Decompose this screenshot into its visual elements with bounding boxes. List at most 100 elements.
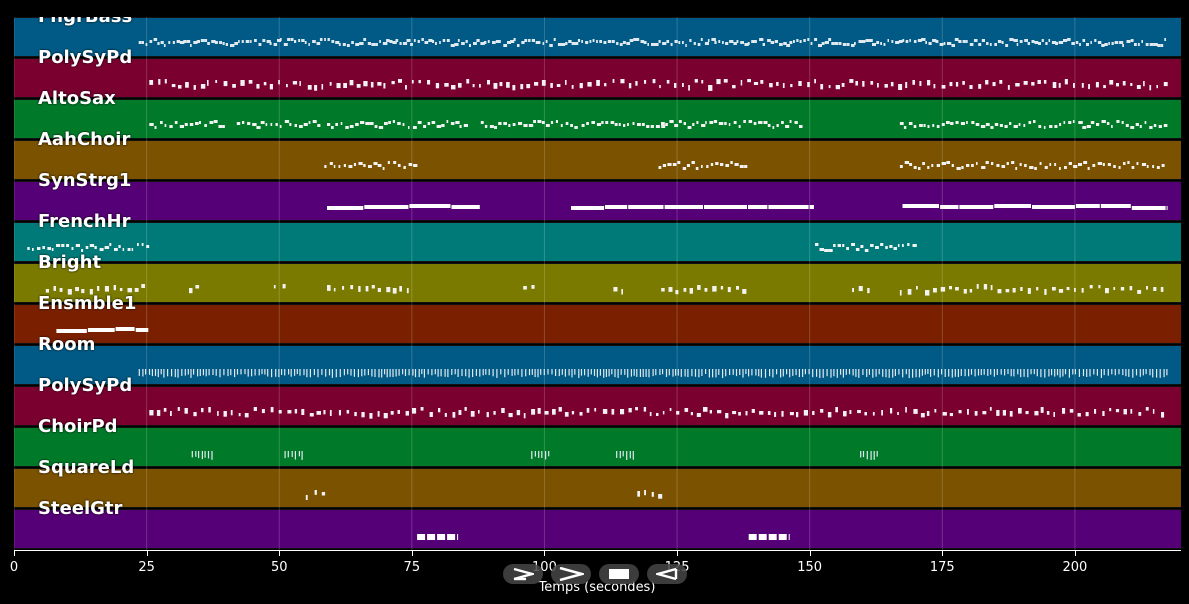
note — [620, 409, 625, 415]
note — [652, 369, 654, 377]
note — [672, 369, 674, 377]
note — [439, 41, 441, 44]
note — [269, 84, 273, 90]
note — [240, 369, 242, 375]
note — [343, 164, 346, 167]
note — [1118, 166, 1121, 169]
stop-button[interactable] — [599, 564, 639, 584]
note — [248, 80, 253, 84]
note — [411, 80, 414, 84]
note — [392, 41, 397, 44]
note — [849, 79, 854, 83]
note — [353, 369, 355, 377]
note — [450, 122, 455, 125]
note — [537, 120, 542, 123]
note — [627, 123, 629, 126]
note — [1096, 369, 1098, 376]
note — [402, 42, 408, 45]
note — [1107, 369, 1109, 376]
note — [725, 413, 729, 419]
note — [851, 243, 855, 246]
note — [672, 163, 677, 166]
rewind-button[interactable] — [647, 564, 687, 584]
note — [323, 410, 326, 415]
note — [570, 124, 573, 127]
note — [211, 451, 213, 460]
note — [386, 369, 388, 378]
note — [769, 83, 773, 88]
note — [406, 288, 409, 294]
note — [776, 82, 779, 86]
track-notes — [138, 38, 1166, 47]
note — [230, 44, 235, 47]
note — [287, 410, 292, 414]
note — [503, 44, 508, 47]
note — [1071, 42, 1075, 45]
fast-forward-button[interactable] — [551, 564, 591, 584]
note — [1144, 121, 1147, 124]
note — [579, 412, 583, 416]
note — [715, 369, 717, 378]
note — [1031, 40, 1035, 43]
note — [1062, 369, 1064, 377]
note — [512, 123, 516, 126]
note — [256, 84, 260, 89]
note — [897, 244, 900, 247]
note — [1020, 287, 1023, 291]
note — [377, 411, 380, 417]
note — [933, 369, 935, 376]
note — [763, 121, 768, 124]
note — [912, 80, 915, 85]
note — [1100, 369, 1102, 378]
note — [204, 451, 206, 458]
note — [909, 163, 913, 166]
note — [807, 38, 810, 41]
note — [1027, 42, 1030, 45]
note — [405, 85, 407, 90]
note — [1094, 409, 1097, 414]
note — [459, 125, 462, 128]
note — [369, 413, 373, 419]
note — [718, 40, 721, 43]
note — [930, 369, 932, 377]
note — [824, 249, 829, 252]
note — [852, 288, 854, 293]
note — [1019, 40, 1023, 43]
note — [1044, 369, 1046, 378]
note — [819, 369, 821, 378]
note — [635, 81, 638, 86]
note — [802, 369, 804, 377]
note — [1123, 409, 1127, 415]
note — [336, 83, 341, 89]
note — [319, 38, 323, 41]
note — [408, 163, 413, 166]
note — [799, 40, 802, 43]
note — [1020, 369, 1022, 378]
note — [581, 40, 583, 43]
note — [1107, 163, 1111, 166]
note — [594, 408, 597, 412]
note — [821, 42, 825, 45]
note — [1111, 369, 1113, 375]
note — [350, 369, 352, 376]
note — [954, 369, 956, 377]
x-tick-mark — [809, 551, 811, 556]
note — [541, 451, 543, 458]
note — [774, 412, 777, 417]
note — [1126, 40, 1131, 43]
note — [704, 205, 747, 209]
note — [199, 369, 201, 376]
track-notes — [138, 369, 1168, 378]
note — [1033, 120, 1036, 123]
note — [687, 369, 689, 378]
note — [545, 451, 547, 460]
note — [591, 121, 595, 124]
note — [211, 40, 216, 43]
note — [717, 410, 722, 414]
note — [421, 369, 423, 375]
note — [646, 125, 650, 128]
play-forward-icon — [513, 567, 534, 581]
note — [1079, 43, 1081, 46]
play-forward-button[interactable] — [503, 564, 543, 584]
note — [707, 39, 710, 42]
